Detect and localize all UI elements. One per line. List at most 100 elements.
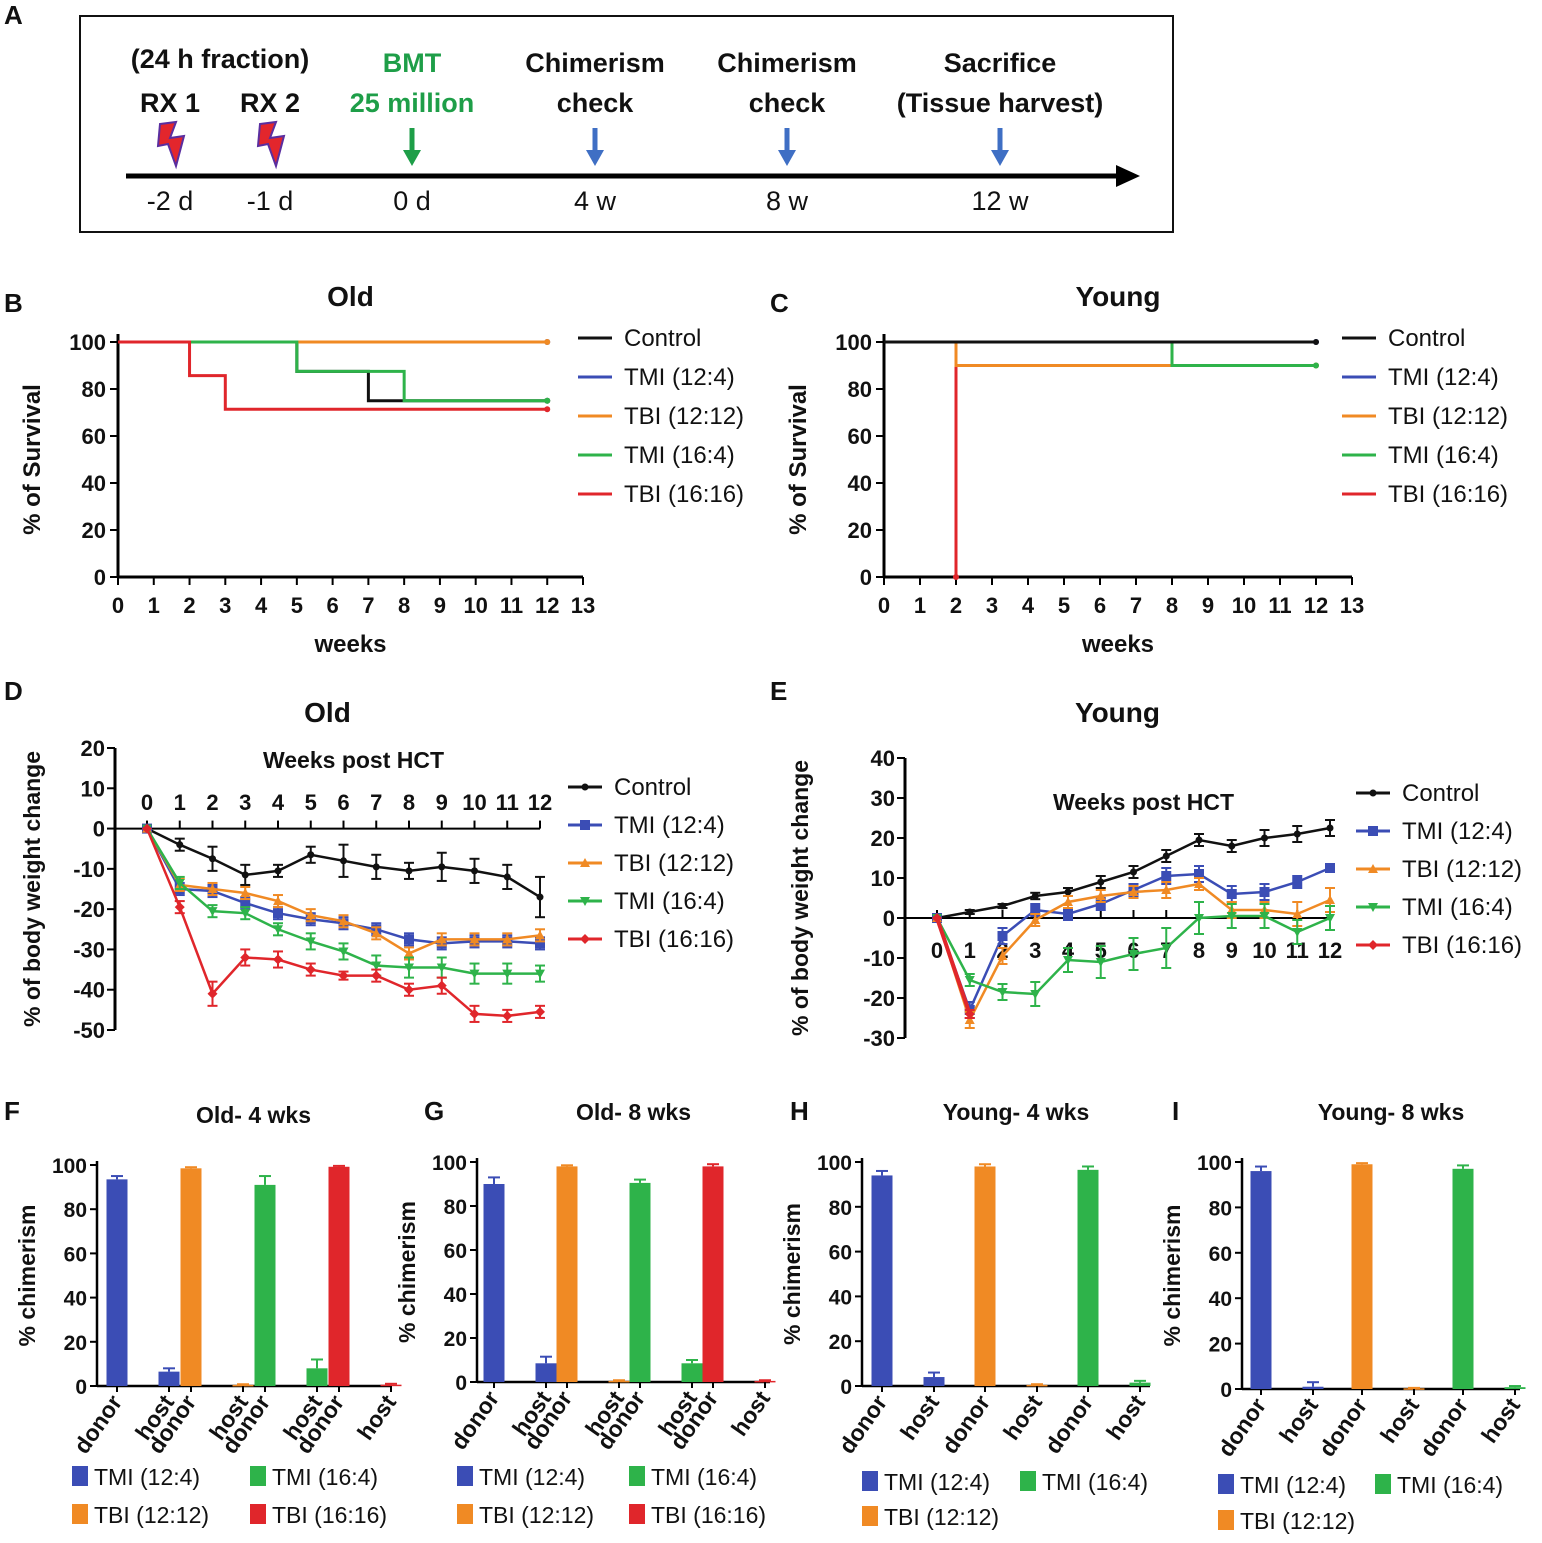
x-tick-label: 1 xyxy=(914,593,926,618)
y-tick-label: 80 xyxy=(1209,1197,1232,1220)
data-point-tmi_16_4 xyxy=(997,988,1008,997)
x-category-label: host xyxy=(1274,1393,1323,1448)
x-category-label: donor xyxy=(445,1386,504,1454)
x-category-label: host xyxy=(1101,1390,1150,1445)
panel-letter-h: H xyxy=(790,1096,809,1126)
legend-swatch xyxy=(629,1466,645,1486)
legend-marker-tmi_16_4 xyxy=(580,897,590,906)
down-arrow-icon xyxy=(778,150,796,166)
data-point-tmi_12_4 xyxy=(997,931,1008,941)
inner-axis-label: Weeks post HCT xyxy=(1053,789,1234,815)
x-tick-label: 10 xyxy=(463,593,487,618)
fraction-note: (24 h fraction) xyxy=(131,44,310,74)
x-tick-label: 11 xyxy=(1286,938,1309,963)
down-arrow-icon xyxy=(991,150,1009,166)
y-axis-label: % of body weight change xyxy=(19,751,45,1027)
x-tick-label: 12 xyxy=(1304,593,1328,618)
legend-label-tbi_12_12: TBI (12:12) xyxy=(1388,403,1508,430)
legend-swatch xyxy=(862,1471,878,1491)
y-axis-label: % chimerism xyxy=(1159,1205,1185,1347)
survival-end-marker-tbi_16_16 xyxy=(953,574,959,580)
lightning-icon xyxy=(256,120,286,170)
x-tick-label: 13 xyxy=(1340,593,1364,618)
x-tick-label: 5 xyxy=(291,593,303,618)
panel-letter-i: I xyxy=(1172,1096,1179,1126)
data-point-tmi_12_4 xyxy=(1259,887,1270,897)
data-point-tbi_12_12 xyxy=(997,951,1008,960)
data-point-tmi_16_4 xyxy=(1194,914,1204,923)
legend-label: TBI (16:16) xyxy=(651,1502,766,1528)
y-tick-label: 0 xyxy=(93,817,105,842)
legend-label: TMI (16:4) xyxy=(651,1464,757,1490)
legend-label-tbi_16_16: TBI (16:16) xyxy=(1388,481,1508,508)
bar-donor-tbi_16_16 xyxy=(702,1166,724,1382)
legend-swatch xyxy=(1218,1474,1234,1494)
inner-axis-label: Weeks post HCT xyxy=(263,747,444,773)
x-tick-label: 10 xyxy=(1252,938,1276,963)
x-tick-label: 1 xyxy=(174,790,186,815)
x-category-label: host xyxy=(726,1386,775,1441)
data-point-tmi_16_4 xyxy=(1063,956,1073,965)
bar-donor-tmi_16_4 xyxy=(1077,1169,1099,1386)
x-axis-label: weeks xyxy=(1081,631,1154,658)
bar-donor-tmi_12_4 xyxy=(106,1179,128,1386)
x-tick-label: 7 xyxy=(1130,593,1142,618)
weight-chart-e: Young-30-20-100102030400123456789101112W… xyxy=(787,697,1522,1051)
chart-title: Young xyxy=(1075,281,1160,312)
legend-label-tbi_16_16: TBI (16:16) xyxy=(614,926,734,953)
y-tick-label: 20 xyxy=(848,518,872,543)
data-point-tbi_16_16 xyxy=(207,988,218,999)
legend-label: TMI (12:4) xyxy=(94,1464,200,1490)
panel-letter-g: G xyxy=(424,1096,444,1126)
down-arrow-icon xyxy=(586,150,604,166)
x-tick-label: 8 xyxy=(403,790,415,815)
y-tick-label: -30 xyxy=(863,1026,895,1051)
x-category-label: donor xyxy=(68,1390,127,1458)
x-category-label: host xyxy=(1375,1393,1424,1448)
y-tick-label: 40 xyxy=(871,746,895,771)
data-point-tbi_16_16 xyxy=(932,913,942,923)
data-point-tmi_16_4 xyxy=(1030,990,1041,999)
x-tick-label: 4 xyxy=(272,790,285,815)
legend-swatch xyxy=(457,1504,473,1524)
data-point-control xyxy=(1293,830,1301,838)
data-point-tmi_16_4 xyxy=(338,947,349,957)
y-tick-label: 20 xyxy=(871,826,895,851)
survival-line-tbi_12_12 xyxy=(884,340,1316,367)
data-point-tmi_12_4 xyxy=(1325,863,1335,873)
bar-host-tbi_12_12 xyxy=(1026,1384,1048,1387)
weight-line-tbi_16_16 xyxy=(935,917,972,1015)
y-tick-label: 0 xyxy=(455,1372,467,1395)
bar-host-tbi_12_12 xyxy=(232,1384,254,1387)
y-tick-label: 80 xyxy=(64,1199,87,1222)
bar-donor-tmi_12_4 xyxy=(483,1184,505,1382)
y-tick-label: -20 xyxy=(73,897,105,922)
data-point-control xyxy=(471,867,478,875)
bar-host-tbi_16_16 xyxy=(380,1384,402,1387)
timeline-tick-label: 8 w xyxy=(766,186,809,216)
timeline-event-label: Chimerism xyxy=(525,48,665,78)
data-point-tbi_12_12 xyxy=(240,888,251,898)
data-point-tmi_12_4 xyxy=(273,908,283,919)
x-category-label: donor xyxy=(1039,1390,1098,1458)
data-point-tmi_12_4 xyxy=(1161,871,1172,881)
bar-host-tmi_16_4 xyxy=(1504,1387,1526,1389)
x-category-label: donor xyxy=(1414,1393,1473,1461)
legend-marker-tbi_12_12 xyxy=(580,858,590,867)
timeline-tick-label: 0 d xyxy=(393,186,431,216)
legend-swatch xyxy=(457,1466,473,1486)
y-axis-label: % of Survival xyxy=(785,384,812,535)
data-point-tbi_12_12 xyxy=(338,916,349,926)
panel-letter-f: F xyxy=(4,1096,20,1126)
x-tick-label: 11 xyxy=(1268,593,1291,618)
x-category-label: donor xyxy=(1313,1393,1372,1461)
survival-line-tmi_16_4 xyxy=(884,340,1316,367)
legend-label-tmi_12_4: TMI (12:4) xyxy=(614,812,725,839)
data-point-tmi_12_4 xyxy=(1095,899,1106,909)
data-point-control xyxy=(1097,878,1105,886)
timeline-event-label: RX 1 xyxy=(140,88,200,118)
chimerism-chart-h: Young- 4 wks 0 20 40 60 80 100 % chimerism donor… xyxy=(779,1099,1151,1530)
bar-host-tmi_16_4 xyxy=(681,1363,703,1382)
